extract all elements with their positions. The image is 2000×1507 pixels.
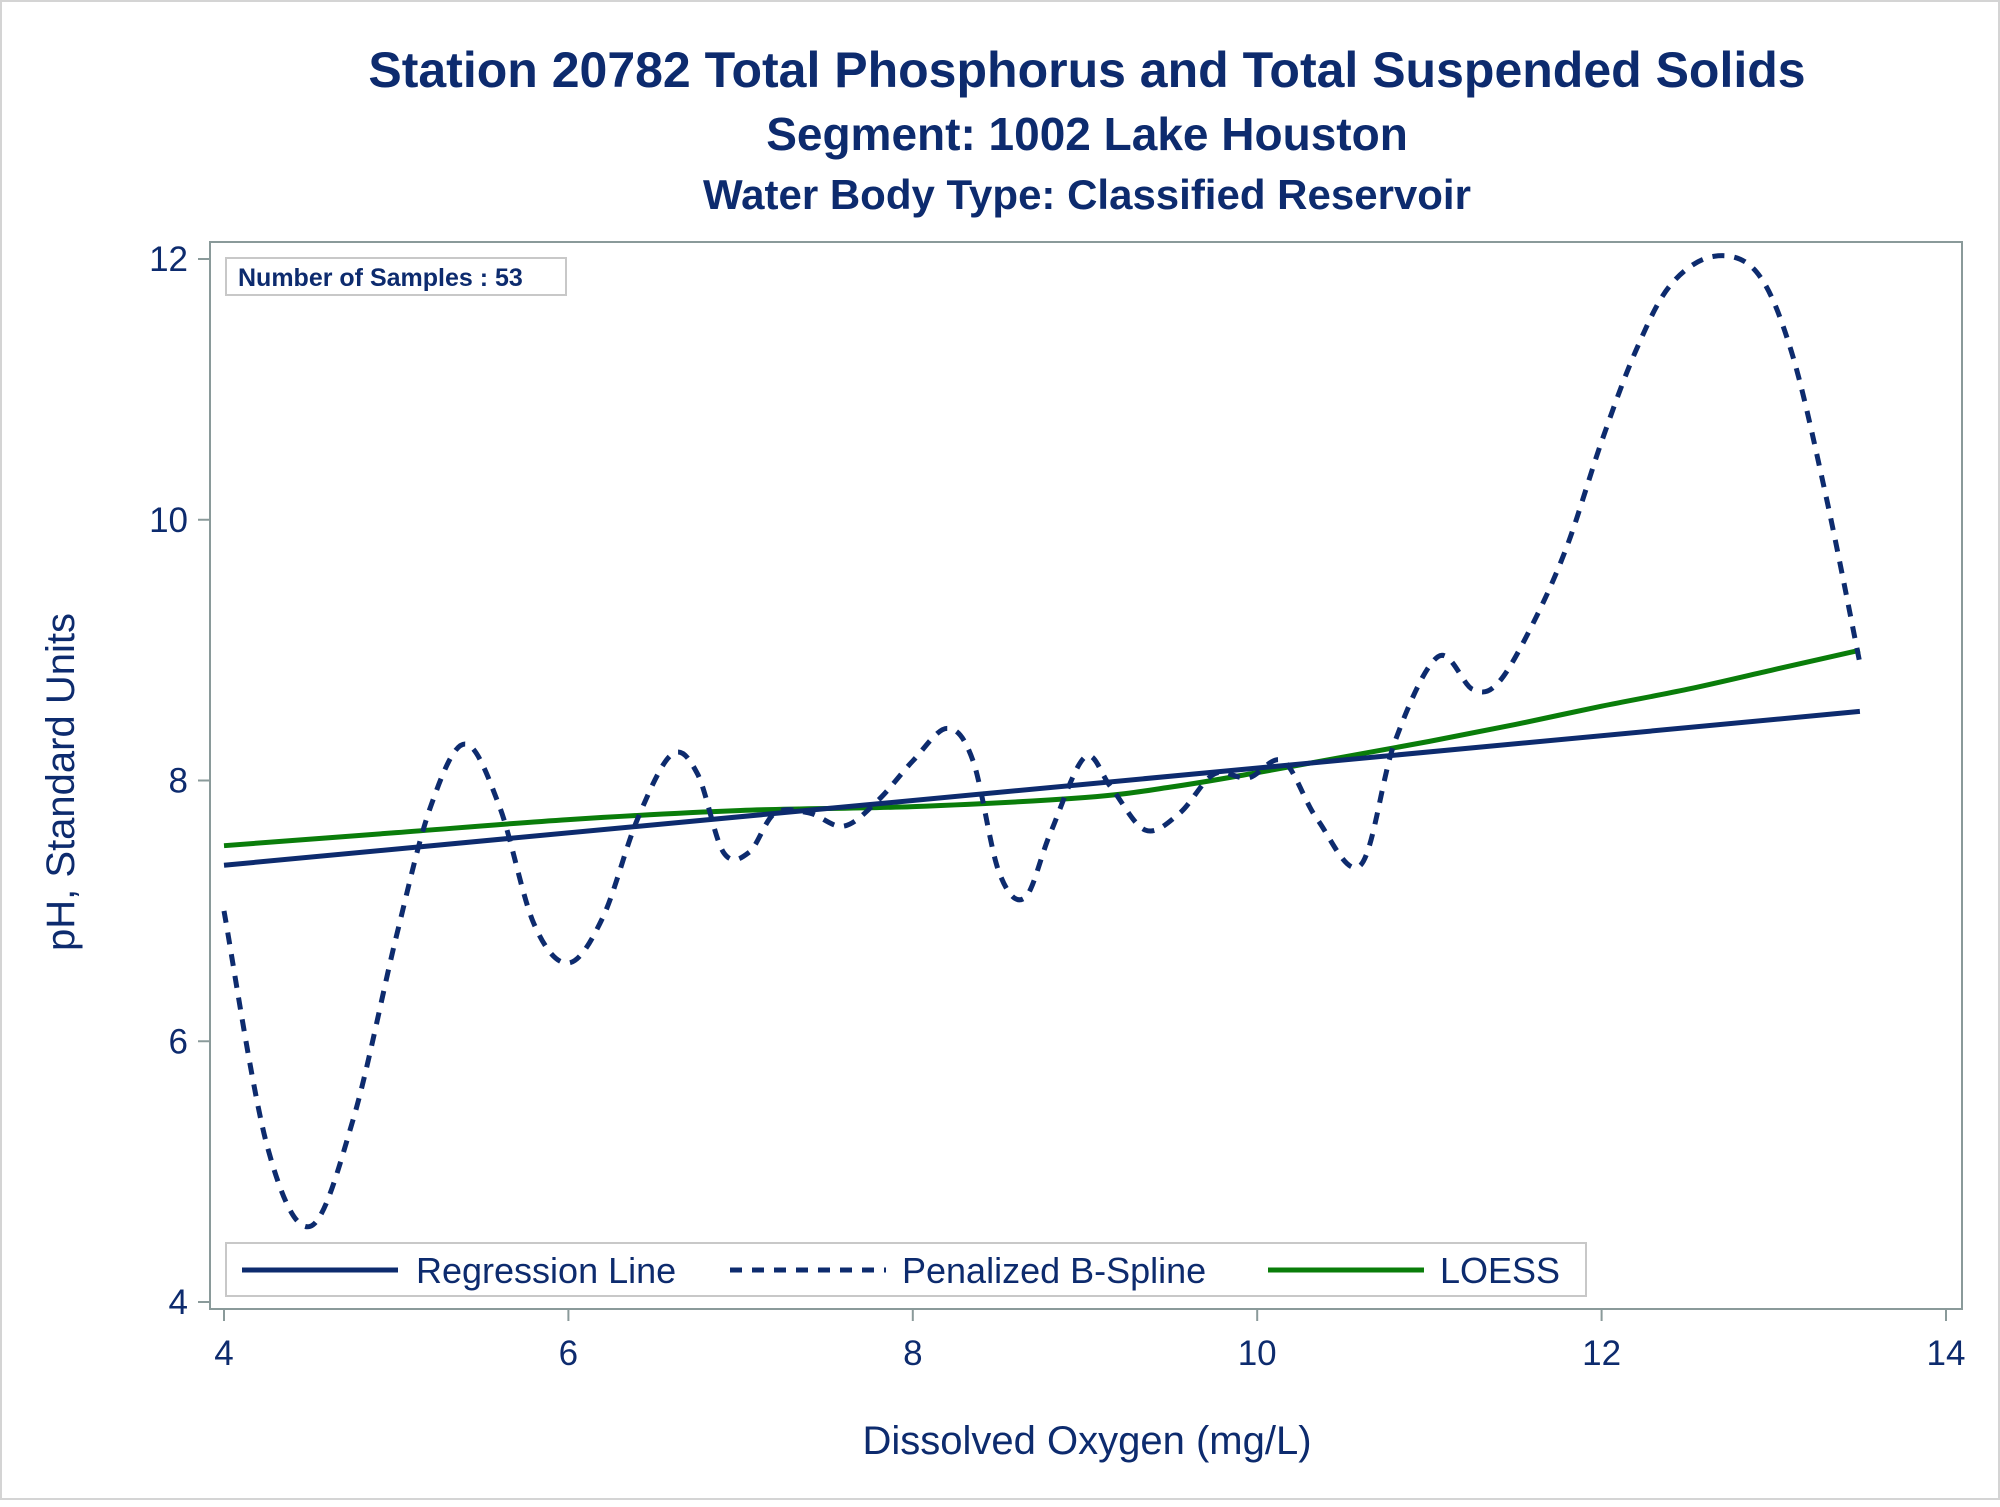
y-tick-label: 10: [149, 501, 188, 540]
series-layer: [221, 253, 1863, 1230]
x-tick-label: 12: [1582, 1334, 1621, 1373]
legend-label-regression-line: Regression Line: [416, 1250, 676, 1291]
loess-line: [223, 647, 1861, 849]
penalized-b-spline-line: [221, 253, 1863, 1230]
x-tick-label: 10: [1238, 1334, 1277, 1373]
x-tick-label: 4: [214, 1334, 233, 1373]
y-axis: 4 6 8 10 12: [149, 240, 210, 1322]
x-tick-label: 8: [903, 1334, 922, 1373]
sample-count-frame: [225, 257, 567, 296]
y-tick-label: 8: [169, 762, 188, 801]
x-axis: 4 6 8 10 12 14: [214, 1309, 1965, 1373]
y-tick-label: 4: [169, 1283, 188, 1322]
legend-label-loess: LOESS: [1440, 1250, 1560, 1291]
sample-count-label: Number of Samples : 53: [238, 264, 523, 292]
y-axis-label: pH, Standard Units: [39, 613, 83, 951]
legend: Regression Line Penalized B-Spline LOESS: [225, 1242, 1587, 1297]
x-tick-label: 14: [1927, 1334, 1966, 1373]
y-tick-label: 12: [149, 240, 188, 279]
chart-subtitle-2: Water Body Type: Classified Reservoir: [703, 171, 1471, 218]
sample-count-box: Number of Samples : 53: [225, 257, 567, 296]
plot-area: [209, 241, 1963, 1310]
x-tick-label: 6: [559, 1334, 578, 1373]
x-axis-label: Dissolved Oxygen (mg/L): [862, 1419, 1311, 1463]
chart-title: Station 20782 Total Phosphorus and Total…: [368, 42, 1805, 98]
y-tick-label: 6: [169, 1022, 188, 1061]
legend-label-penalized-b-spline: Penalized B-Spline: [902, 1250, 1206, 1291]
chart-subtitle: Segment: 1002 Lake Houston: [766, 108, 1408, 160]
regression-line: [223, 708, 1861, 868]
